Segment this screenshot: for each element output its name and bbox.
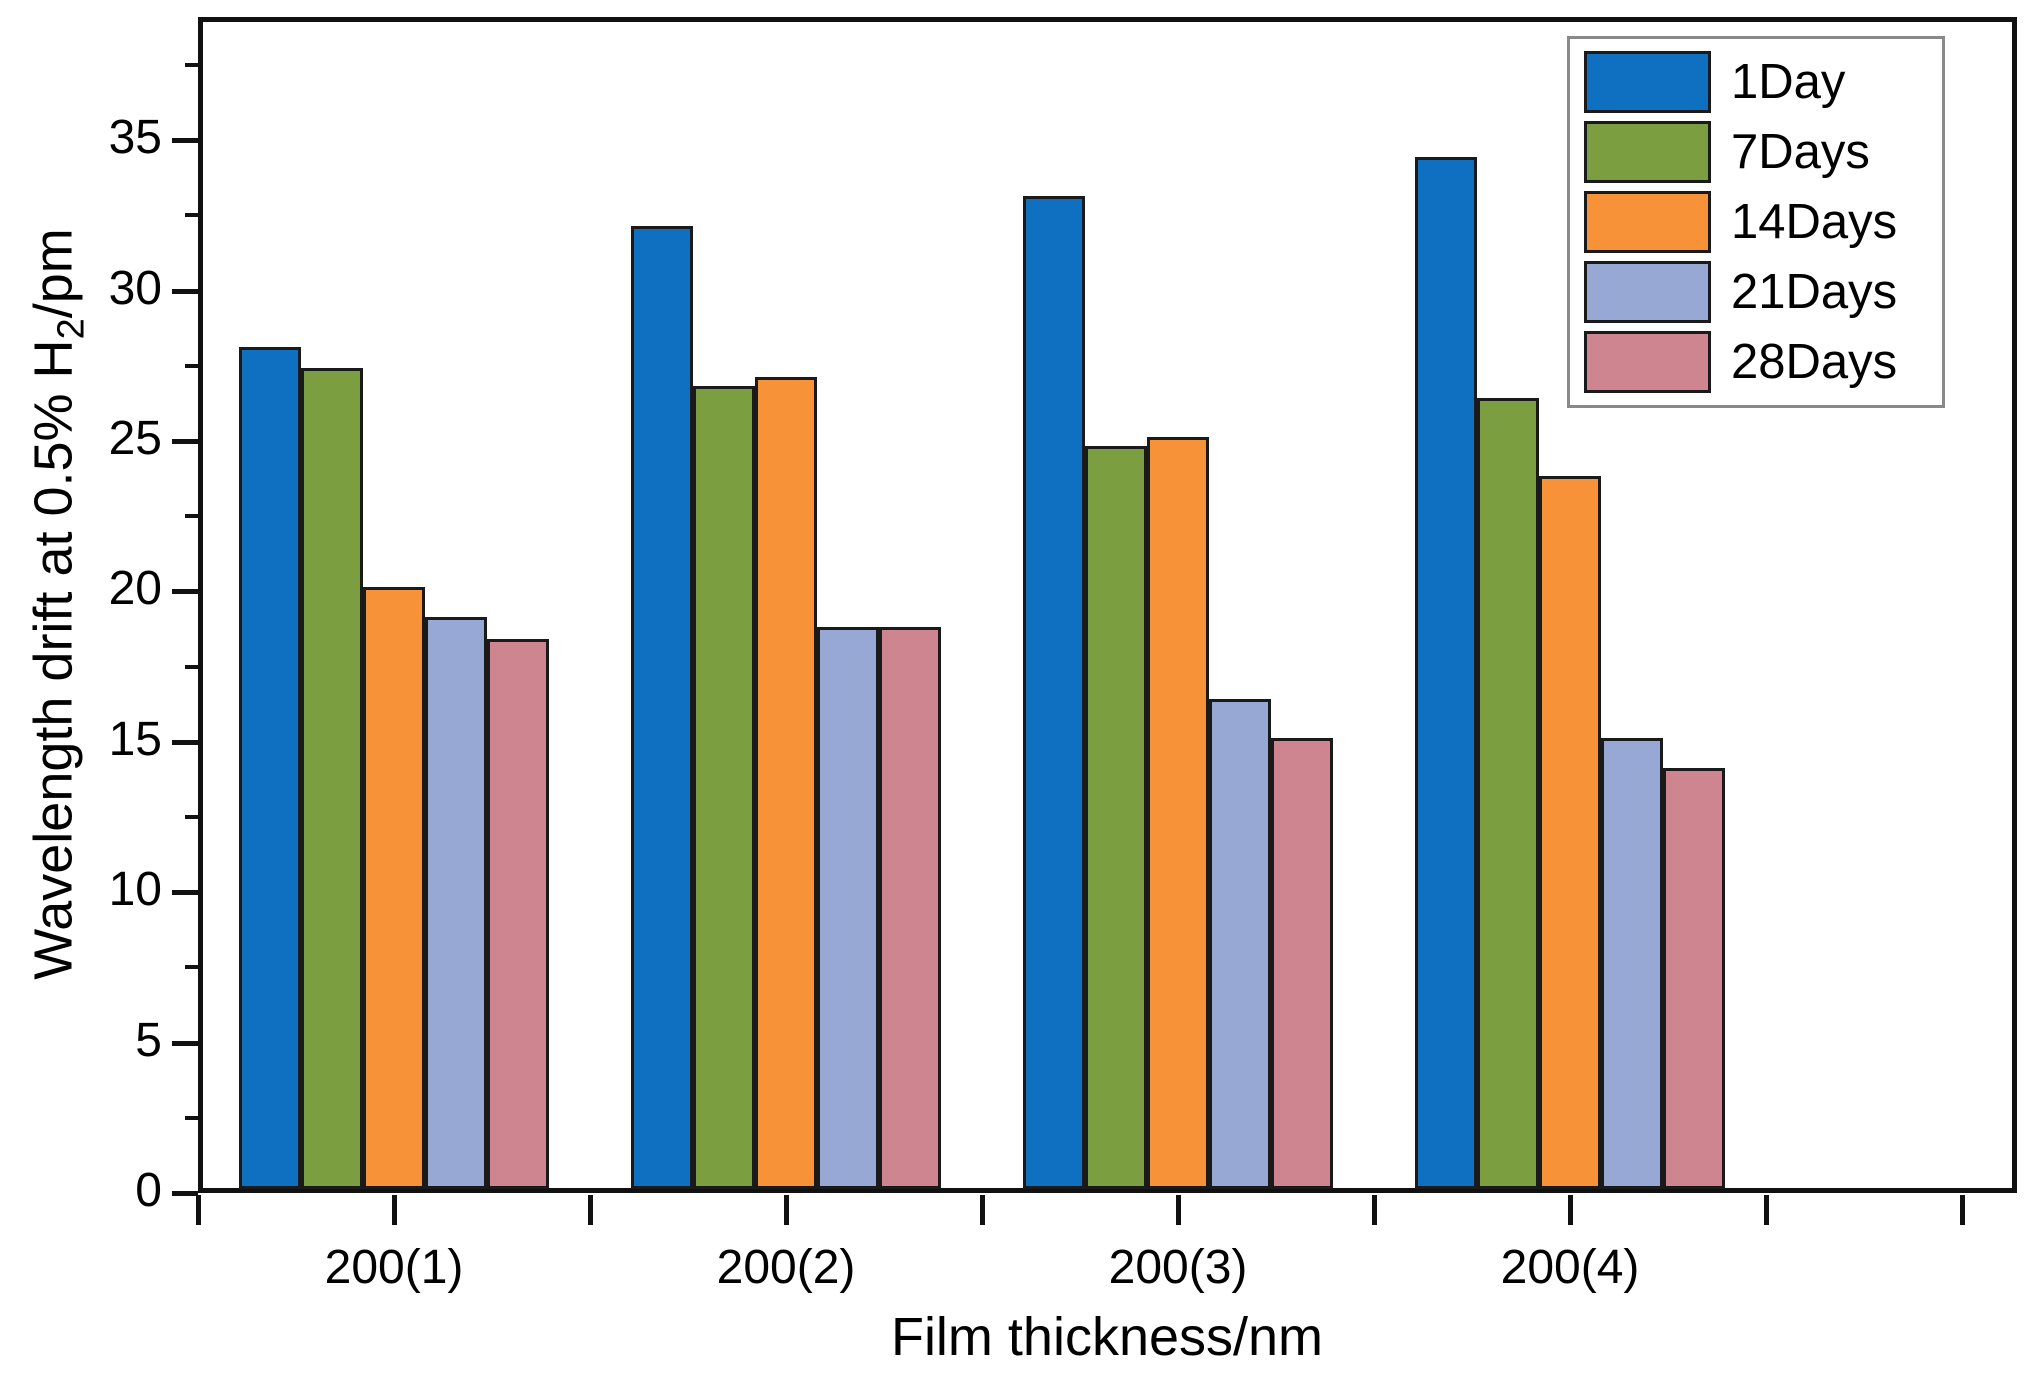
bar-28days [487, 639, 549, 1189]
y-axis-title-text: Wavelength drift at 0.5% H [23, 339, 84, 980]
y-major-tick [172, 890, 198, 895]
x-category-label: 200(1) [324, 1241, 464, 1294]
x-axis-title: Film thickness/nm [890, 1307, 1324, 1367]
y-tick-label: 0 [135, 1163, 162, 1217]
y-major-tick [172, 1191, 198, 1196]
bar-28days [879, 627, 941, 1189]
y-minor-tick [185, 815, 198, 819]
y-major-tick [172, 1041, 198, 1046]
y-axis-title: Wavelength drift at 0.5% H2/pm [23, 228, 94, 979]
legend-swatch-1day [1584, 51, 1711, 113]
legend-swatch-14days [1584, 191, 1711, 253]
x-minor-tick [1960, 1195, 1965, 1225]
x-minor-tick [1764, 1195, 1769, 1225]
legend-swatch-7days [1584, 121, 1711, 183]
bar-21days [425, 617, 487, 1189]
x-minor-tick [1372, 1195, 1377, 1225]
x-major-tick [1176, 1195, 1181, 1225]
y-tick-label: 15 [108, 712, 162, 766]
legend-row: 1Day [1584, 51, 1928, 113]
x-minor-tick [196, 1195, 201, 1225]
x-category-label: 200(2) [716, 1241, 856, 1294]
y-minor-tick [185, 965, 198, 969]
y-axis-title-subscript: 2 [50, 318, 93, 340]
bar-28days [1663, 768, 1725, 1189]
y-minor-tick [185, 63, 198, 67]
bar-28days [1271, 738, 1333, 1189]
y-minor-tick [185, 1116, 198, 1120]
x-category-label: 200(3) [1108, 1241, 1248, 1294]
bar-7days [693, 386, 755, 1189]
bar-14days [1539, 476, 1601, 1189]
y-major-tick [172, 740, 198, 745]
y-minor-tick [185, 213, 198, 217]
y-minor-tick [185, 514, 198, 518]
bar-7days [1085, 446, 1147, 1189]
x-minor-tick [588, 1195, 593, 1225]
y-major-tick [172, 589, 198, 594]
legend-label: 1Day [1731, 54, 1846, 109]
y-minor-tick [185, 364, 198, 368]
x-major-tick [1568, 1195, 1573, 1225]
bar-21days [1601, 738, 1663, 1189]
legend-label: 7Days [1731, 124, 1870, 179]
legend-swatch-28days [1584, 331, 1711, 393]
x-minor-tick [980, 1195, 985, 1225]
x-major-tick [784, 1195, 789, 1225]
y-major-tick [172, 289, 198, 294]
legend-row: 7Days [1584, 121, 1928, 183]
x-category-label: 200(4) [1500, 1241, 1640, 1294]
bar-21days [1209, 699, 1271, 1189]
y-major-tick [172, 439, 198, 444]
y-tick-label: 20 [108, 561, 162, 615]
y-tick-label: 30 [108, 261, 162, 315]
legend-label: 14Days [1731, 194, 1898, 249]
bar-14days [363, 587, 425, 1189]
legend-label: 28Days [1731, 334, 1898, 389]
bar-1day [239, 347, 301, 1189]
y-major-tick [172, 138, 198, 143]
bar-21days [817, 627, 879, 1189]
bar-14days [1147, 437, 1209, 1189]
legend: 1Day 7Days 14Days 21Days 28Days [1567, 36, 1945, 408]
y-axis-title-unit: /pm [23, 228, 84, 319]
legend-row: 21Days [1584, 261, 1928, 323]
bar-14days [755, 377, 817, 1189]
bar-1day [631, 226, 693, 1189]
y-tick-label: 35 [108, 110, 162, 164]
y-minor-tick [185, 665, 198, 669]
legend-row: 28Days [1584, 331, 1928, 393]
bar-7days [301, 368, 363, 1189]
y-tick-label: 25 [108, 411, 162, 465]
legend-swatch-21days [1584, 261, 1711, 323]
bar-1day [1415, 157, 1477, 1189]
legend-label: 21Days [1731, 264, 1898, 319]
x-major-tick [392, 1195, 397, 1225]
bar-1day [1023, 196, 1085, 1189]
y-tick-label: 5 [135, 1013, 162, 1067]
bar-7days [1477, 398, 1539, 1189]
y-tick-label: 10 [108, 862, 162, 916]
legend-row: 14Days [1584, 191, 1928, 253]
